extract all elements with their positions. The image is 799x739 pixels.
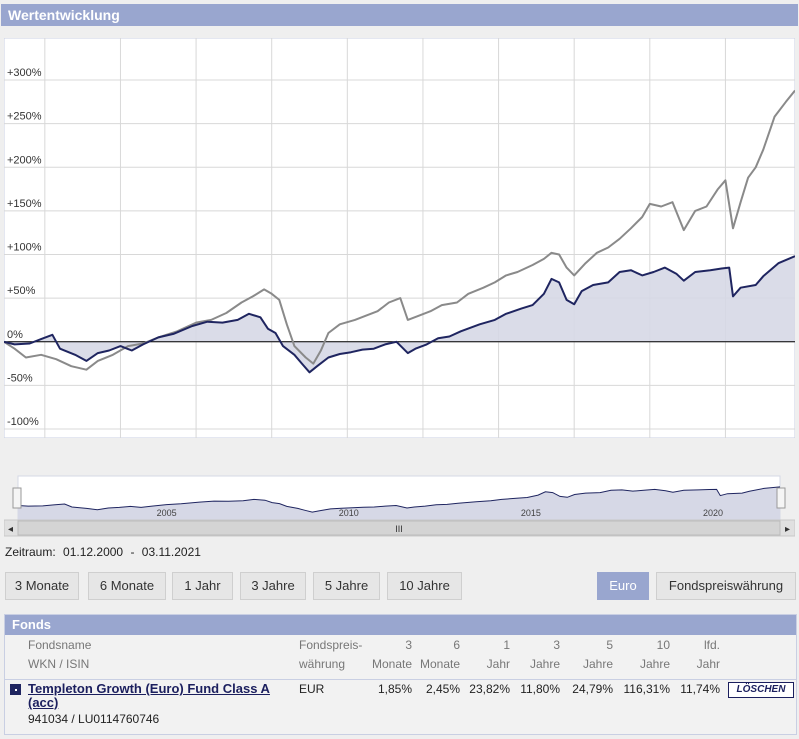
fund-perf-6m: 2,45% [425,682,460,696]
navigator-year-label: 2010 [339,508,359,518]
header-6m-2: Monate [419,657,460,671]
zeitraum-to: 03.11.2021 [141,545,201,559]
scroll-right-arrow-icon[interactable]: ▸ [785,524,790,535]
header-3y-1: 3 [553,638,560,652]
y-tick-label: 0% [7,329,23,341]
y-axis-labels: +300% +250% +200% +150% +100% +50% 0% -50% -100% [7,67,42,428]
series-color-icon [10,684,21,695]
navigator-scrollbar-thumb[interactable] [17,520,781,536]
scrollbar-grip: III [395,524,403,534]
range-button-3m[interactable]: 3 Monate [5,572,79,600]
fund-perf-5y: 24,79% [572,682,613,696]
scroll-left-arrow-icon[interactable]: ◂ [8,524,13,535]
fund-perf-ytd: 11,74% [680,682,720,696]
currency-fund-button[interactable]: Fondspreiswährung [656,572,796,600]
fund-wkn-isin: 941034 / LU0114760746 [28,712,160,726]
fund-perf-1y: 23,82% [469,682,510,696]
plot-background [4,38,795,439]
header-10y-1: 10 [656,638,670,652]
zeitraum-label: Zeitraum: [5,545,56,559]
navigator-line [17,486,781,513]
fund-perf-10y: 116,31% [623,682,670,696]
header-1y-2: Jahr [486,657,510,671]
fonds-table: Fonds Fondsname WKN / ISIN Fondspreis- w… [4,614,797,735]
header-3m-2: Monate [371,657,412,671]
performance-chart: +300% +250% +200% +150% +100% +50% 0% -50% -100%… [4,38,795,538]
fund-perf-3y: 11,80% [520,682,560,696]
range-button-6m[interactable]: 6 Monate [88,572,166,600]
range-button-10y[interactable]: 10 Jahre [387,572,462,600]
navigator-year-label: 2005 [157,508,177,518]
header-1y-1: 1 [503,638,510,652]
fund-currency: EUR [299,682,325,696]
currency-euro-button[interactable]: Euro [597,572,649,600]
fonds-title: Fonds [5,615,796,635]
navigator-year-label: 2020 [703,508,723,518]
header-5y-2: Jahre [582,657,613,671]
y-tick-label: +250% [7,111,42,123]
chart-svg: +300% +250% +200% +150% +100% +50% 0% -50% -100%… [4,38,795,538]
zeitraum-separator: - [130,545,135,559]
header-fondsname: Fondsname [28,638,92,652]
fund-perf-3m: 1,85% [377,682,412,696]
zeitraum: Zeitraum: 01.12.2000 - 03.11.2021 [5,545,205,559]
table-separator [5,679,796,680]
y-tick-label: +300% [7,67,42,79]
zeitraum-from: 01.12.2000 [63,545,124,559]
panel-title: Wertentwicklung [1,4,798,26]
navigator-right-handle[interactable] [776,487,786,509]
fund-name-link[interactable]: Templeton Growth (Euro) Fund Class A (ac… [28,681,270,710]
y-tick-label: -50% [7,372,33,384]
header-ytd-2: Jahr [696,657,720,671]
benchmark-line [4,89,795,371]
navigator-area [18,486,780,520]
delete-button[interactable]: LÖSCHEN [728,682,794,698]
header-3m-1: 3 [405,638,412,652]
y-tick-label: +150% [7,198,42,210]
navigator-labels: 2005 2010 2015 2020 [157,508,723,518]
navigator-left-handle[interactable] [12,487,22,509]
series-group [4,89,795,374]
fund-line [4,255,795,374]
header-5y-1: 5 [606,638,613,652]
header-currency-2: währung [299,657,346,671]
y-tick-label: +100% [7,242,42,254]
header-3y-2: Jahre [529,657,560,671]
range-button-1y[interactable]: 1 Jahr [172,572,233,600]
header-ytd-1: lfd. [703,638,720,652]
navigator-year-label: 2015 [521,508,541,518]
header-6m-1: 6 [453,638,460,652]
header-10y-2: Jahre [639,657,670,671]
y-tick-label: +50% [7,285,36,297]
header-currency-1: Fondspreis- [299,638,363,652]
y-tick-label: -100% [7,416,39,428]
range-button-5y[interactable]: 5 Jahre [313,572,380,600]
y-tick-label: +200% [7,154,42,166]
header-wkn-isin: WKN / ISIN [28,657,90,671]
range-button-3y[interactable]: 3 Jahre [240,572,306,600]
navigator-series [17,486,781,520]
